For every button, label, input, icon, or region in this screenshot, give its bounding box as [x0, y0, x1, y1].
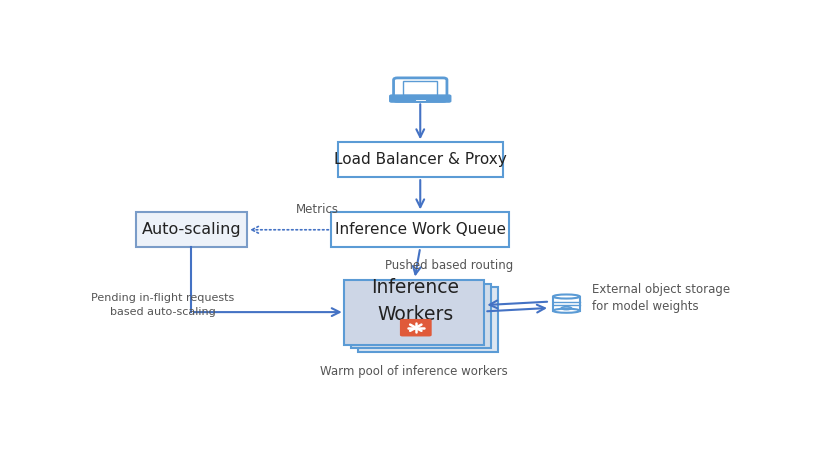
Text: Inference Work Queue: Inference Work Queue — [334, 222, 505, 237]
Ellipse shape — [552, 308, 579, 313]
FancyBboxPatch shape — [414, 99, 425, 101]
FancyBboxPatch shape — [389, 95, 450, 102]
Text: Pending in-flight requests
based auto-scaling: Pending in-flight requests based auto-sc… — [91, 293, 234, 317]
Text: Metrics: Metrics — [296, 203, 338, 216]
Ellipse shape — [552, 294, 579, 298]
FancyBboxPatch shape — [351, 283, 491, 349]
Text: Auto-scaling: Auto-scaling — [142, 222, 241, 237]
FancyBboxPatch shape — [552, 297, 579, 311]
Text: Inference
Workers: Inference Workers — [371, 278, 459, 324]
FancyBboxPatch shape — [400, 319, 431, 336]
FancyBboxPatch shape — [331, 212, 509, 248]
FancyBboxPatch shape — [358, 288, 497, 352]
FancyBboxPatch shape — [136, 212, 247, 248]
Text: External object storage
for model weights: External object storage for model weight… — [591, 283, 729, 313]
FancyBboxPatch shape — [403, 81, 437, 95]
Text: Warm pool of inference workers: Warm pool of inference workers — [319, 364, 507, 378]
FancyBboxPatch shape — [344, 280, 483, 344]
Text: Pushed based routing: Pushed based routing — [385, 259, 513, 272]
FancyBboxPatch shape — [393, 78, 446, 101]
FancyBboxPatch shape — [337, 142, 502, 177]
Text: Load Balancer & Proxy: Load Balancer & Proxy — [333, 152, 506, 167]
